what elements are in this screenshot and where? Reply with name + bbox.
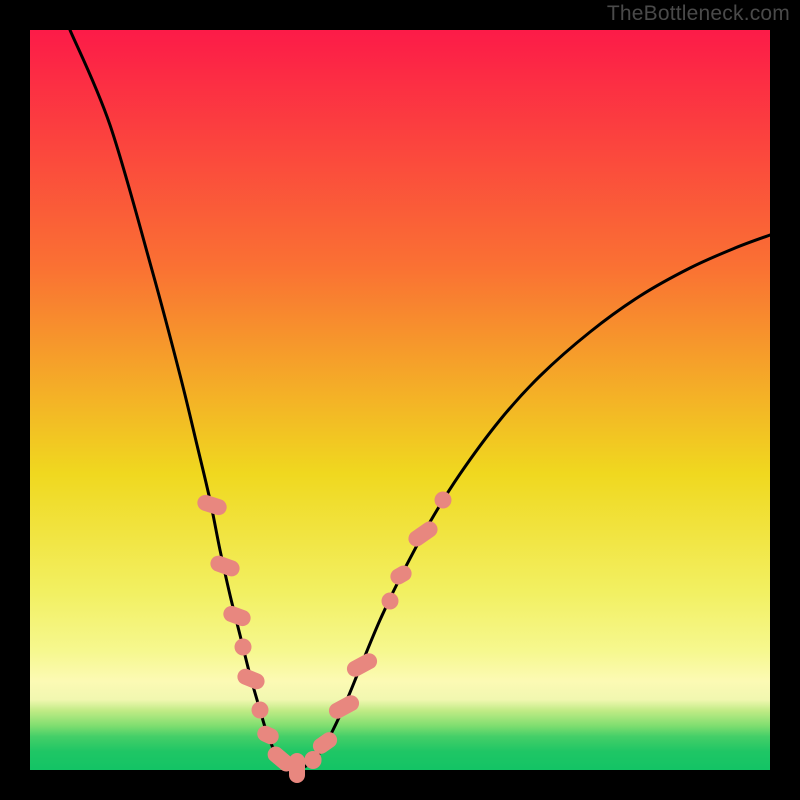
- canvas-root: TheBottleneck.com: [0, 0, 800, 800]
- plot-area: [30, 30, 770, 770]
- data-marker: [387, 563, 414, 588]
- data-marker: [195, 493, 228, 517]
- data-marker: [235, 666, 267, 691]
- data-marker: [435, 492, 452, 509]
- data-marker: [221, 604, 253, 629]
- gradient-background: [30, 30, 770, 770]
- data-marker: [235, 639, 252, 656]
- data-marker: [289, 753, 305, 783]
- data-marker: [326, 692, 362, 721]
- data-marker: [405, 518, 440, 549]
- chart-svg: [30, 30, 770, 770]
- data-marker: [252, 702, 269, 719]
- data-marker: [255, 723, 282, 747]
- data-marker: [382, 593, 399, 610]
- bottleneck-curve: [70, 30, 770, 768]
- data-marker: [344, 650, 380, 679]
- data-marker: [208, 553, 242, 578]
- watermark-text: TheBottleneck.com: [607, 2, 790, 26]
